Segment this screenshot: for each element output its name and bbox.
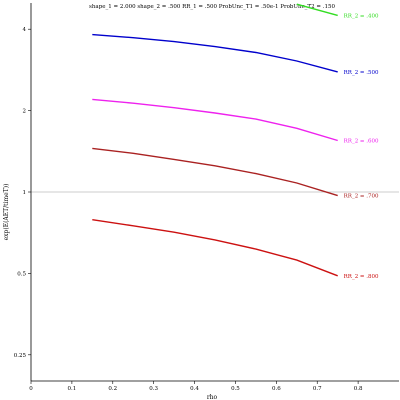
x-tick-label: 0.1 [68,386,77,392]
series-line [296,3,338,17]
x-axis-label: rho [207,394,218,400]
series-layer: RR_2 = .400 RR_2 = .500 RR_2 = .600 RR_2 = … [92,3,379,280]
series-line [92,147,338,197]
series-label: RR_2 = .600 [344,139,379,145]
series-line [92,219,338,277]
series-line [92,33,338,73]
chart-title: shape_1 = 2.000 shape_2 = .500 RR_1 = .5… [89,4,335,10]
series-label: RR_2 = .400 [344,13,379,19]
x-tick-label: 0.2 [108,386,117,392]
axes-layer: 0 0.1 0.2 0.3 0.4 0.5 0.6 0.7 0.8 0.25 0.5 1 2 4 [14,3,399,392]
series-label: RR_2 = .700 [344,194,379,200]
y-tick-label: 2 [23,109,27,115]
x-tick-label: 0 [29,386,33,392]
x-tick-label: 0.5 [231,386,240,392]
x-tick-label: 0.7 [313,386,322,392]
series-label: RR_2 = .500 [344,70,379,76]
x-tick-label: 0.6 [272,386,281,392]
x-tick-label: 0.8 [354,386,363,392]
y-tick-label: 0.5 [17,271,26,277]
series-line [92,98,338,142]
x-tick-label: 0.4 [190,386,199,392]
x-tick-label: 0.3 [149,386,158,392]
y-tick-label: 1 [23,190,27,196]
y-tick-label: 4 [23,27,27,33]
y-tick-label: 0.25 [14,353,27,359]
series-label: RR_2 = .800 [344,274,379,280]
y-axis-label: exp(E(AET/timeT)) [3,184,10,241]
